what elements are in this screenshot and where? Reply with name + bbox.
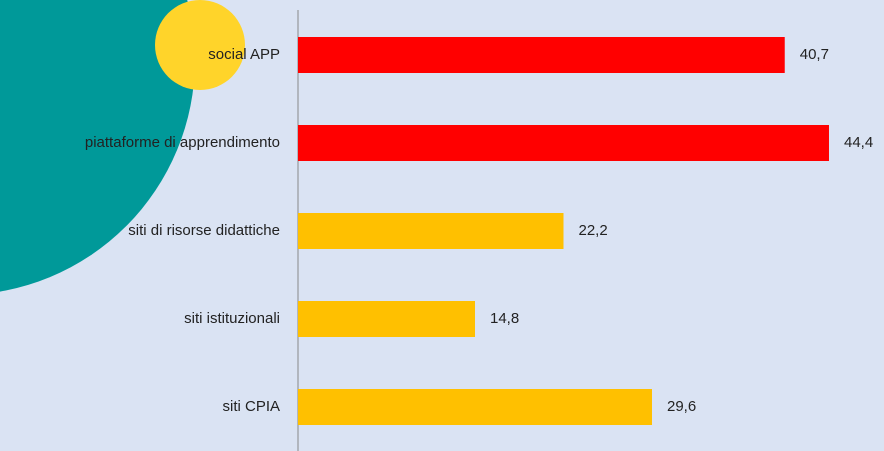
value-label: 40,7 bbox=[800, 46, 829, 63]
value-label: 29,6 bbox=[667, 398, 696, 415]
value-label: 44,4 bbox=[844, 134, 873, 151]
decor-circle bbox=[0, 0, 195, 292]
decor-circle bbox=[155, 0, 245, 90]
value-label: 22,2 bbox=[578, 222, 607, 239]
category-label: social APP bbox=[208, 46, 280, 63]
category-label: siti di risorse didattiche bbox=[128, 222, 280, 239]
bar bbox=[298, 389, 652, 425]
bar bbox=[298, 37, 785, 73]
category-label: siti CPIA bbox=[222, 398, 280, 415]
category-label: siti istituzionali bbox=[184, 310, 280, 327]
category-label: piattaforme di apprendimento bbox=[85, 134, 280, 151]
bar bbox=[298, 213, 564, 249]
bar bbox=[298, 125, 829, 161]
value-label: 14,8 bbox=[490, 310, 519, 327]
bar bbox=[298, 301, 475, 337]
